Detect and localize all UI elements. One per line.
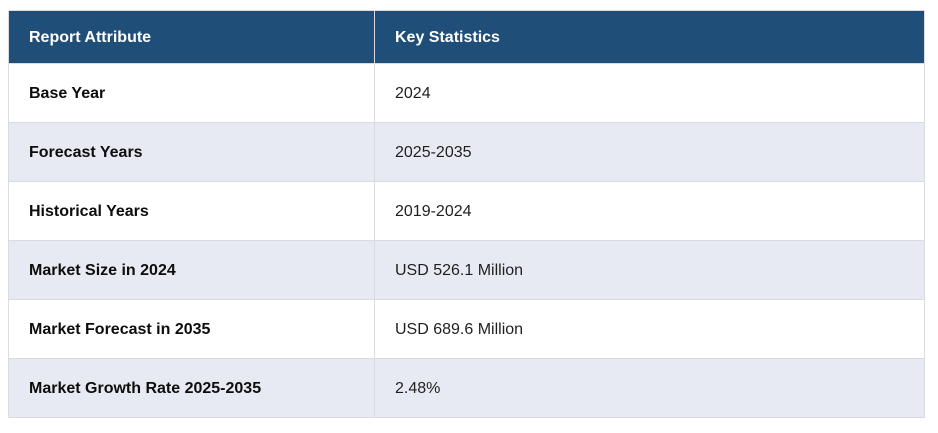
value-cell: 2019-2024 [374, 181, 925, 241]
value-cell: 2024 [374, 63, 925, 123]
attribute-cell: Forecast Years [8, 122, 375, 182]
table-row-growth-rate: Market Growth Rate 2025-2035 2.48% [8, 358, 925, 418]
value-cell: 2.48% [374, 358, 925, 418]
header-row: Report Attribute Key Statistics [8, 10, 925, 64]
value-cell: USD 526.1 Million [374, 240, 925, 300]
table-body: Base Year 2024 Forecast Years 2025-2035 … [8, 63, 925, 418]
attribute-cell: Market Growth Rate 2025-2035 [8, 358, 375, 418]
header-cell-key-statistics: Key Statistics [374, 10, 925, 64]
table-header: Report Attribute Key Statistics [8, 10, 925, 64]
table-row-market-size: Market Size in 2024 USD 526.1 Million [8, 240, 925, 300]
attribute-cell: Historical Years [8, 181, 375, 241]
value-cell: USD 689.6 Million [374, 299, 925, 359]
table-row-market-forecast: Market Forecast in 2035 USD 689.6 Millio… [8, 299, 925, 359]
report-statistics-table: Report Attribute Key Statistics Base Yea… [8, 10, 925, 418]
attribute-cell: Market Size in 2024 [8, 240, 375, 300]
value-cell: 2025-2035 [374, 122, 925, 182]
attribute-cell: Market Forecast in 2035 [8, 299, 375, 359]
table-row-historical-years: Historical Years 2019-2024 [8, 181, 925, 241]
header-cell-report-attribute: Report Attribute [8, 10, 375, 64]
table-row-base-year: Base Year 2024 [8, 63, 925, 123]
table-row-forecast-years: Forecast Years 2025-2035 [8, 122, 925, 182]
attribute-cell: Base Year [8, 63, 375, 123]
